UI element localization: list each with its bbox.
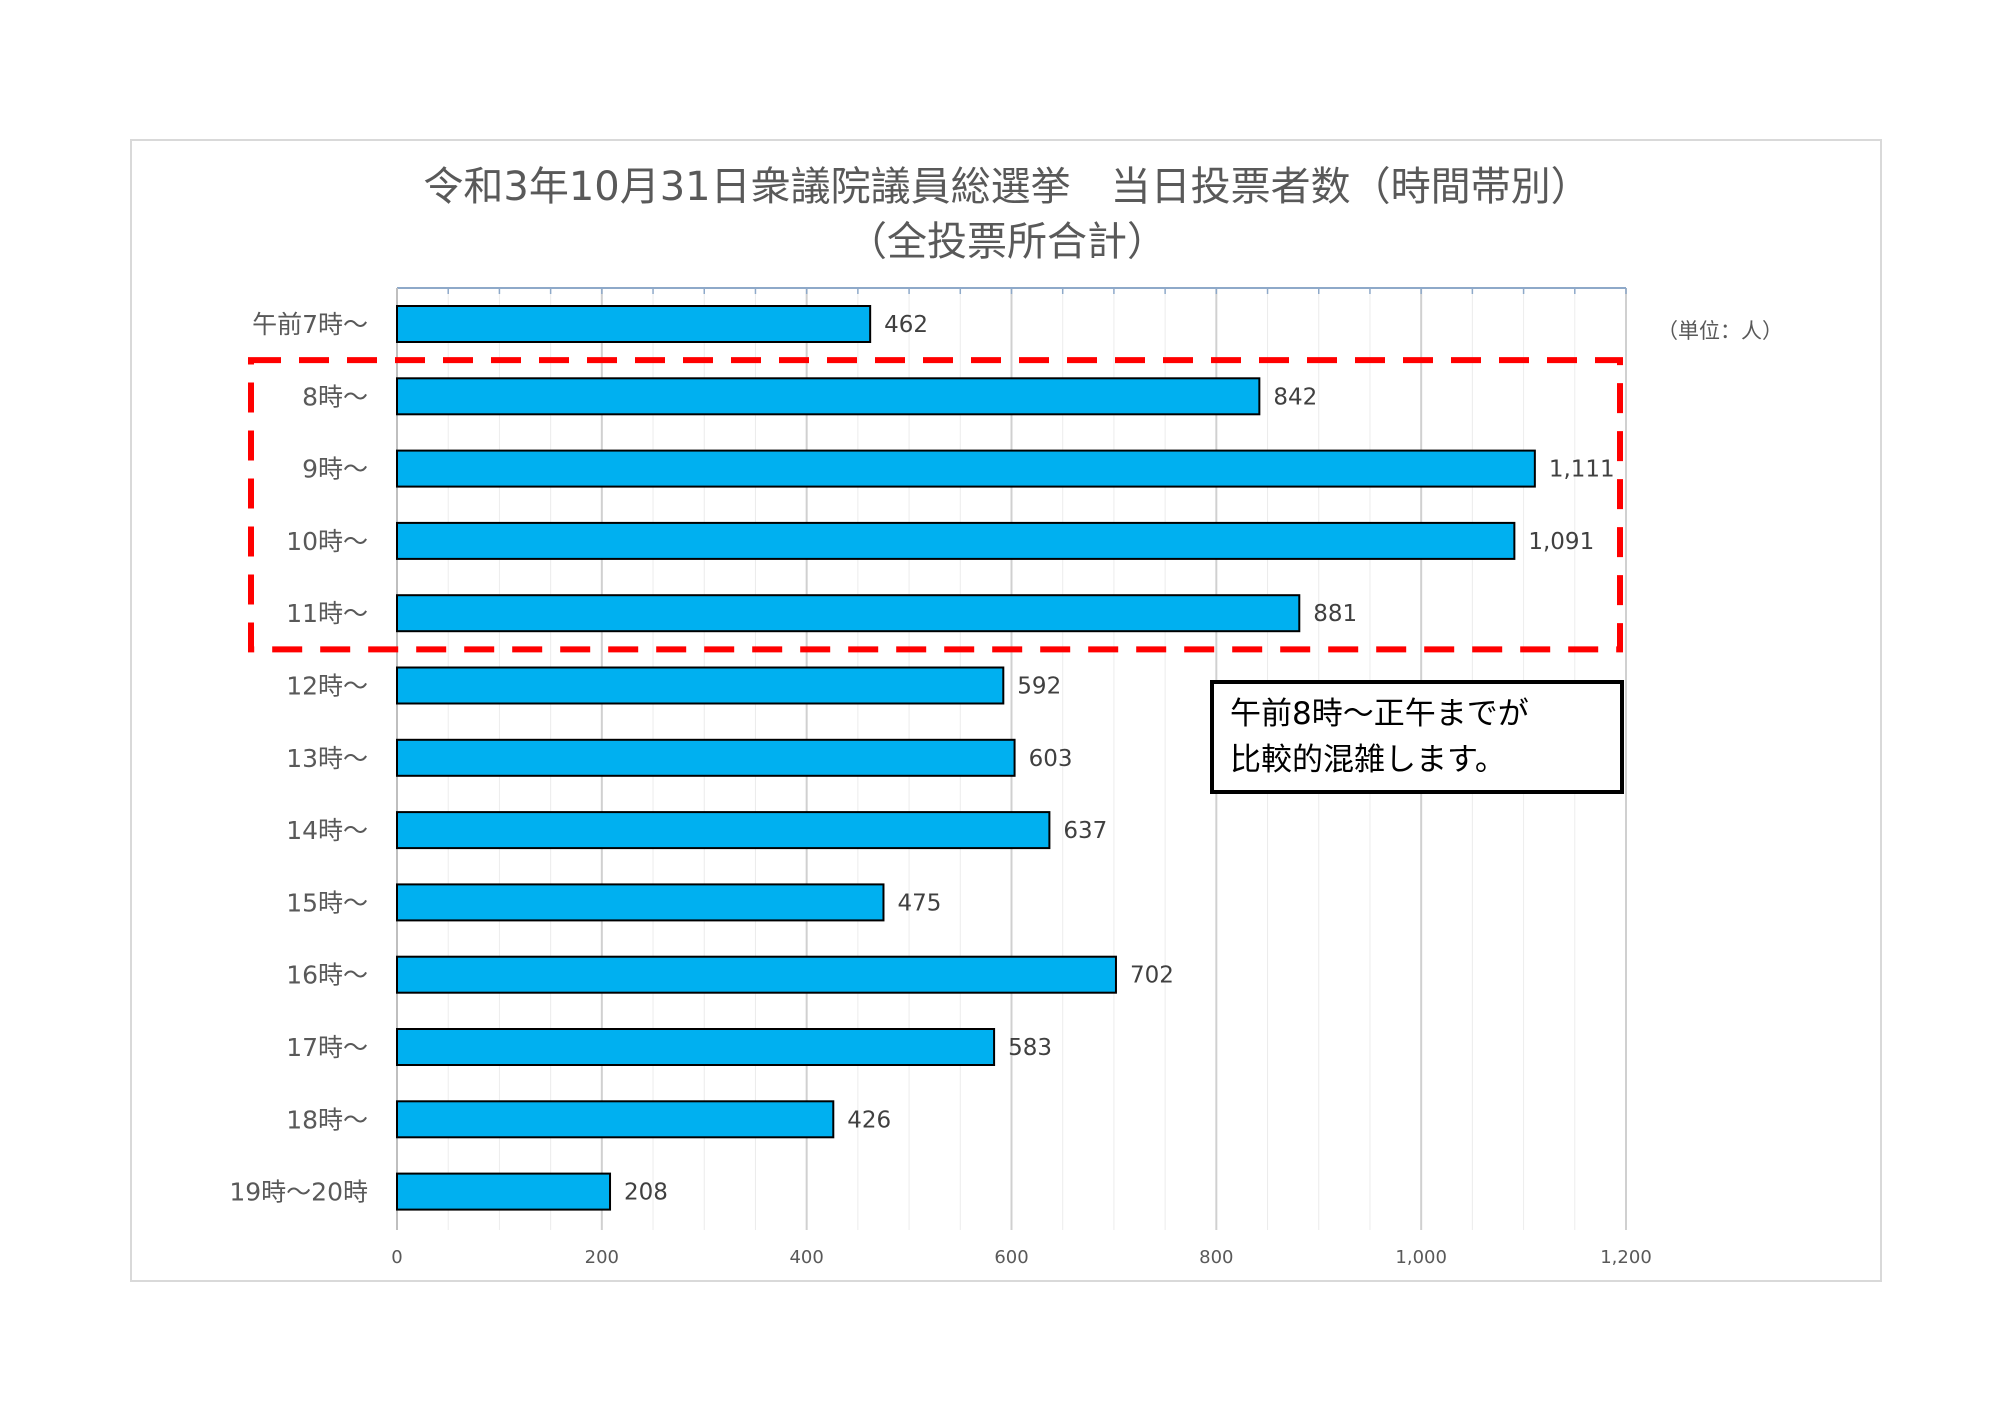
category-label: 18時～: [286, 1105, 368, 1134]
bar: [396, 738, 1016, 777]
x-tick-label: 0: [391, 1247, 402, 1268]
bar: [396, 1028, 996, 1066]
value-label: 842: [1273, 384, 1317, 410]
value-label: 208: [624, 1180, 668, 1206]
highlight-box: [248, 357, 1623, 653]
value-label: 583: [1008, 1035, 1052, 1061]
category-label: 9時～: [302, 455, 368, 484]
value-label: 1,111: [1549, 457, 1615, 483]
bar-layer: [396, 305, 1536, 1211]
value-label: 603: [1029, 746, 1073, 772]
category-label: 11時～: [286, 599, 368, 628]
label-layer: 0 200 400 600 800 1,000 1,200 午前7時～ 462 8時～ 842 9時～…: [229, 310, 1651, 1268]
category-label: 10時～: [286, 527, 368, 556]
bar: [396, 1100, 835, 1139]
category-label: 16時～: [286, 961, 368, 990]
x-tick-label: 800: [1199, 1247, 1233, 1268]
category-label: 午前7時～: [252, 310, 368, 339]
x-tick-label: 400: [789, 1247, 823, 1268]
value-label: 426: [847, 1107, 891, 1133]
annotation-note: 午前8時～正午までが 比較的混雑します。: [1210, 680, 1624, 794]
category-label: 17時～: [286, 1033, 368, 1062]
x-tick-label: 200: [585, 1247, 619, 1268]
x-tick-label: 600: [994, 1247, 1028, 1268]
category-label: 14時～: [286, 816, 368, 845]
value-label: 475: [897, 890, 941, 916]
category-label: 13時～: [286, 744, 368, 773]
chart-frame: [130, 139, 1882, 1282]
category-label: 8時～: [302, 382, 368, 411]
bar: [396, 811, 1051, 850]
value-label: 702: [1130, 963, 1174, 989]
bar: [396, 666, 1005, 705]
x-tick-label: 1,000: [1395, 1247, 1447, 1268]
annotation-note-line2: 比較的混雑します。: [1230, 742, 1506, 778]
unit-label: （単位：人）: [1657, 319, 1783, 343]
bar: [396, 883, 885, 922]
bar: [396, 955, 1117, 994]
bar: [396, 449, 1536, 488]
annotation-note-box: [1210, 680, 1624, 794]
value-label: 592: [1017, 674, 1061, 700]
value-label: 637: [1063, 818, 1107, 844]
bar: [396, 305, 872, 343]
chart-title-line1: 令和3年10月31日衆議院議員総選挙 当日投票者数（時間帯別）: [423, 164, 1590, 210]
bar: [396, 377, 1261, 416]
x-tick-label: 1,200: [1600, 1247, 1652, 1268]
category-label: 19時～20時: [229, 1178, 368, 1207]
bar: [396, 1172, 612, 1211]
value-label: 1,091: [1528, 529, 1594, 555]
bar: [396, 594, 1301, 633]
category-label: 15時～: [286, 888, 368, 917]
annotation-note-line1: 午前8時～正午までが: [1230, 696, 1529, 732]
value-label: 462: [884, 312, 928, 338]
value-label: 881: [1313, 601, 1357, 627]
category-label: 12時～: [286, 672, 368, 701]
bar: [396, 521, 1516, 560]
chart-title-line2: （全投票所合計）: [847, 219, 1167, 265]
